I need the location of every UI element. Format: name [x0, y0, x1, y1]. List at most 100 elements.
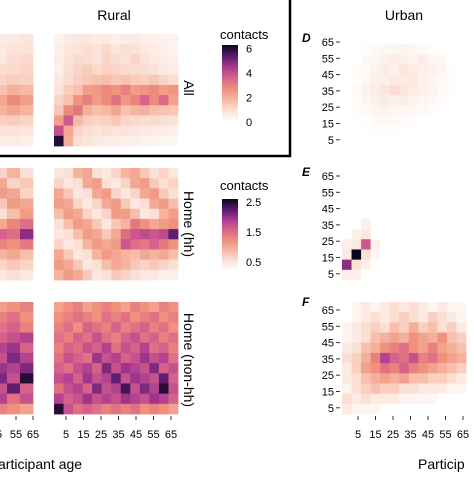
heatmap-cell — [0, 332, 8, 344]
heatmap-cell — [399, 229, 410, 240]
heatmap-cells — [0, 34, 467, 415]
heatmap-cell — [437, 54, 448, 65]
heatmap-cell — [120, 135, 131, 147]
heatmap-cell — [82, 352, 93, 364]
heatmap-cell — [149, 115, 160, 127]
heatmap-cell — [7, 115, 21, 127]
heatmap-cell — [370, 302, 381, 313]
heatmap-cell — [168, 393, 179, 405]
heatmap-cell — [370, 342, 381, 354]
legend-2-title: contacts — [220, 178, 269, 193]
heatmap-cell — [399, 208, 410, 220]
heatmap-cell — [389, 54, 400, 65]
heatmap-cell — [101, 105, 112, 116]
heatmap-cell — [139, 342, 150, 354]
y-tick-label: 35 — [322, 354, 334, 366]
heatmap-cell — [54, 383, 64, 395]
heatmap-cell — [120, 249, 131, 261]
heatmap-cell — [7, 105, 21, 116]
heatmap-cell — [380, 74, 391, 86]
heatmap-cell — [380, 168, 391, 179]
heatmap-cell — [427, 178, 438, 189]
heatmap-cell — [408, 34, 419, 45]
heatmap-cell — [361, 383, 372, 395]
heatmap-cell — [92, 188, 103, 199]
heatmap-cell — [446, 125, 457, 137]
heatmap-cell — [139, 363, 150, 374]
heatmap-cell — [361, 34, 372, 45]
heatmap-cell — [427, 115, 438, 127]
heatmap-cell — [0, 352, 8, 364]
heatmap-cell — [361, 322, 372, 333]
x-tick-label: 5 — [0, 429, 2, 441]
heatmap-cell — [139, 322, 150, 333]
heatmap-cell — [139, 178, 150, 189]
heatmap-cell — [20, 393, 34, 405]
heatmap-cell — [0, 54, 8, 65]
heatmap-cell — [168, 74, 179, 86]
heatmap-cell — [82, 332, 93, 344]
heatmap-cell — [63, 105, 74, 116]
heatmap-cell — [82, 363, 93, 374]
heatmap-cell — [101, 342, 112, 354]
heatmap-cell — [342, 95, 352, 106]
heatmap-cell — [158, 302, 169, 313]
heatmap-cell — [361, 95, 372, 106]
heatmap-cell — [158, 34, 169, 45]
heatmap-cell — [20, 208, 34, 220]
heatmap-cell — [101, 64, 112, 76]
heatmap-cell — [342, 393, 352, 405]
heatmap-cell — [120, 229, 131, 240]
heatmap-cell — [380, 332, 391, 344]
heatmap-cell — [399, 373, 410, 384]
heatmap-cell — [456, 64, 467, 76]
heatmap-cell — [130, 332, 141, 344]
heatmap-cell — [149, 332, 160, 344]
heatmap-cell — [73, 312, 84, 323]
heatmap-cell — [149, 95, 160, 106]
heatmap-cell — [342, 105, 352, 116]
heatmap-cell — [7, 198, 21, 210]
heatmap-cell — [351, 363, 362, 374]
heatmap-cell — [351, 198, 362, 210]
heatmap-cell — [342, 363, 352, 374]
heatmap-cell — [139, 383, 150, 395]
heatmap-cell — [351, 218, 362, 230]
heatmap-cell — [158, 54, 169, 65]
heatmap-cell — [82, 393, 93, 405]
y-tick-label: 25 — [322, 102, 334, 114]
heatmap-cell — [111, 352, 122, 364]
heatmap-cell — [20, 249, 34, 261]
heatmap-cell — [408, 54, 419, 65]
heatmap-cell — [351, 269, 362, 281]
heatmap-cell — [399, 54, 410, 65]
heatmap-cell — [20, 168, 34, 179]
heatmap-cell — [54, 403, 64, 415]
heatmap-cell — [427, 218, 438, 230]
heatmap-cell — [370, 269, 381, 281]
heatmap-cell — [120, 218, 131, 230]
heatmap-cell — [130, 383, 141, 395]
heatmap-cell — [54, 312, 64, 323]
heatmap-cell — [54, 115, 64, 127]
heatmap-cell — [427, 198, 438, 210]
y-tick-label: 25 — [322, 370, 334, 382]
heatmap-cell — [149, 352, 160, 364]
heatmap-cell — [139, 44, 150, 55]
heatmap-cell — [418, 352, 429, 364]
heatmap-cell — [92, 74, 103, 86]
heatmap-cell — [63, 188, 74, 199]
heatmap-cell — [111, 54, 122, 65]
y-tick-label: 15 — [322, 119, 334, 131]
heatmap-cell — [380, 403, 391, 415]
heatmap-cell — [427, 54, 438, 65]
heatmap-cell — [120, 373, 131, 384]
heatmap-cell — [20, 342, 34, 354]
heatmap-cell — [361, 352, 372, 364]
legend-1-colorbar — [222, 45, 238, 122]
heatmap-cell — [7, 229, 21, 240]
heatmap-cell — [437, 249, 448, 261]
heatmap-cell — [73, 115, 84, 127]
heatmap-cell — [168, 208, 179, 220]
heatmap-cell — [7, 218, 21, 230]
